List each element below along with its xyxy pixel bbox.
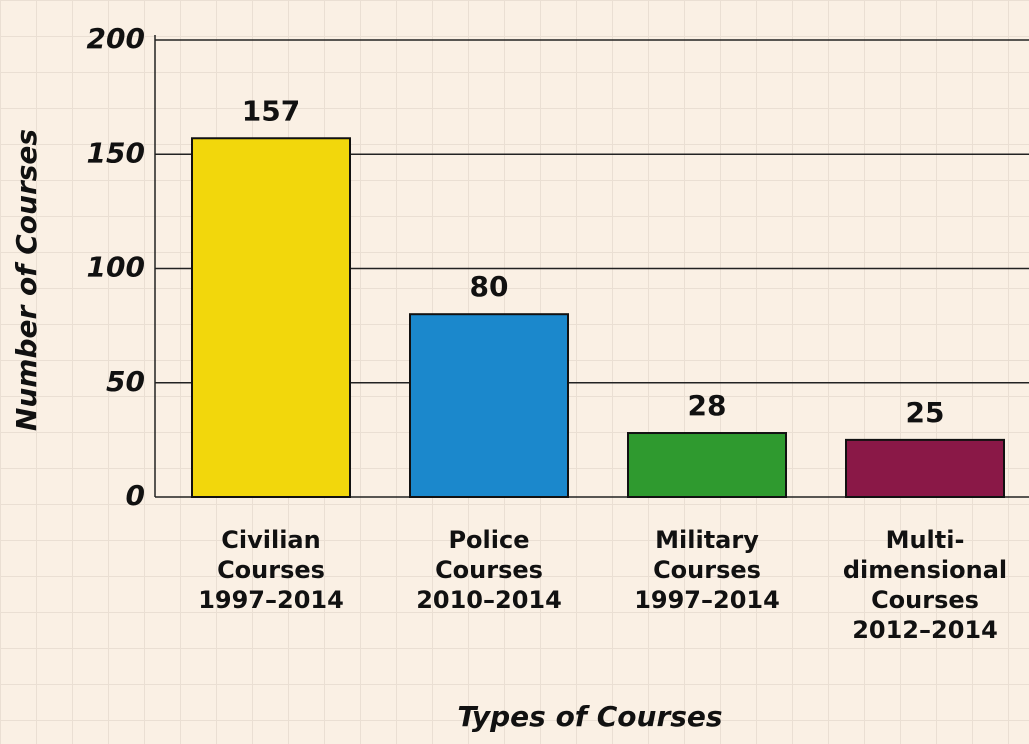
x-tick-label: Civilian Courses 1997–2014 — [198, 526, 344, 614]
x-tick-label: Military Courses 1997–2014 — [634, 526, 780, 614]
x-tick-label: Multi- dimensional Courses 2012–2014 — [842, 526, 1008, 644]
y-axis-label: Number of Courses — [10, 129, 43, 431]
value-label: 28 — [688, 389, 727, 422]
y-tick-label: 150 — [87, 136, 145, 169]
bar — [845, 438, 1005, 498]
bar — [191, 137, 351, 498]
y-tick-label: 200 — [87, 22, 145, 55]
value-label: 80 — [470, 270, 509, 303]
y-tick-label: 100 — [87, 251, 145, 284]
x-tick-label: Police Courses 2010–2014 — [416, 526, 562, 614]
value-label: 157 — [242, 94, 300, 127]
bar — [409, 313, 569, 499]
y-tick-label: 0 — [126, 479, 145, 512]
x-axis-label: Types of Courses — [457, 700, 722, 733]
value-label: 25 — [906, 396, 945, 429]
bar — [627, 432, 787, 498]
y-tick-label: 50 — [106, 365, 145, 398]
